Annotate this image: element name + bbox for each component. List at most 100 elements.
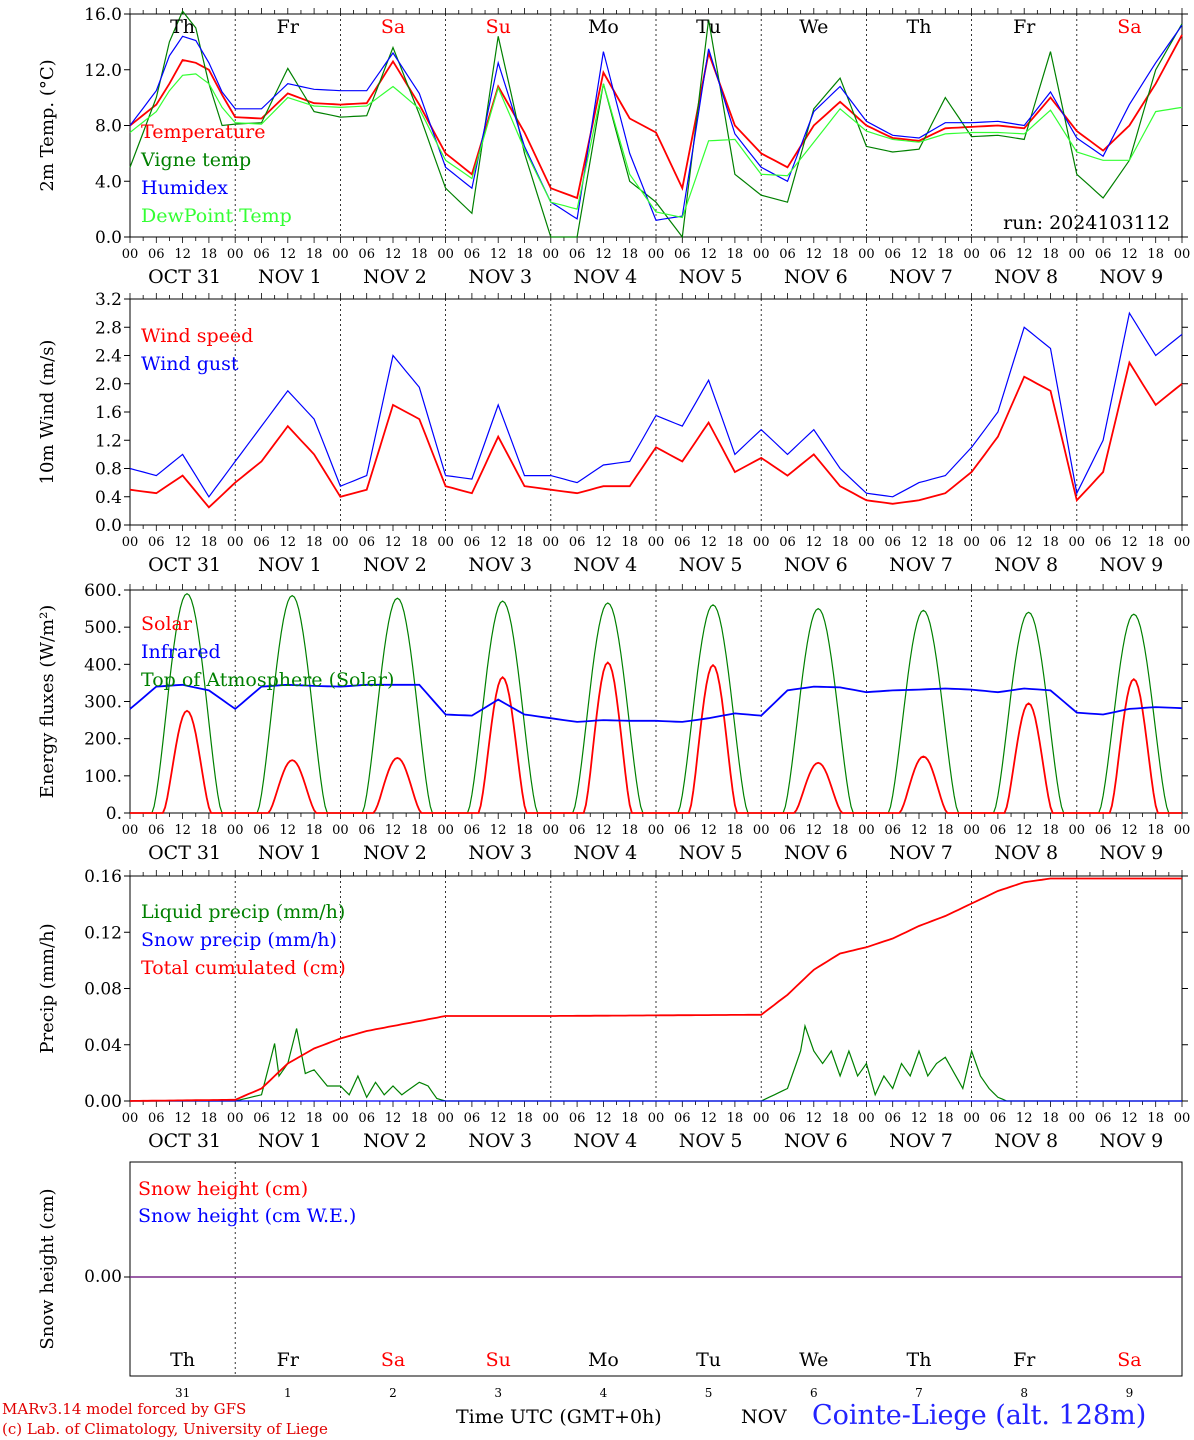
- series-line-humidex: [129, 24, 1183, 221]
- time-axis-label: Time UTC (GMT+0h): [456, 1406, 662, 1428]
- date-label: NOV 5: [679, 1130, 743, 1152]
- y-tick-label: 4.0: [95, 172, 122, 192]
- day-name-bottom: We: [799, 1349, 828, 1371]
- hour-tick-label: 12: [490, 535, 507, 550]
- hour-tick-label: 00: [963, 1111, 980, 1126]
- day-number: 9: [1126, 1386, 1134, 1400]
- y-tick-label: 300.: [84, 693, 122, 713]
- y-tick-label: 600.: [84, 581, 122, 601]
- hour-tick-label: 00: [227, 1111, 244, 1126]
- day-name-top: Fr: [1013, 16, 1036, 38]
- date-label: NOV 8: [994, 266, 1058, 288]
- day-number: 8: [1020, 1386, 1028, 1400]
- hour-tick-label: 06: [779, 535, 796, 550]
- hour-tick-label: 00: [332, 535, 349, 550]
- y-tick-label: 500.: [84, 618, 122, 638]
- day-name-bottom: Fr: [277, 1349, 300, 1371]
- hour-tick-label: 06: [148, 823, 165, 838]
- hour-tick-label: 18: [516, 247, 533, 262]
- hour-tick-label: 00: [1174, 1111, 1191, 1126]
- legend-entry: Humidex: [141, 177, 228, 199]
- legend-entry: Snow precip (mm/h): [141, 929, 337, 951]
- hour-tick-label: 12: [385, 823, 402, 838]
- date-label: NOV 3: [468, 1130, 532, 1152]
- day-name-bottom: Su: [486, 1349, 511, 1371]
- hour-tick-label: 06: [884, 247, 901, 262]
- date-label: NOV 8: [994, 842, 1058, 864]
- hour-tick-label: 06: [569, 823, 586, 838]
- hour-tick-label: 00: [1069, 535, 1086, 550]
- hour-tick-label: 18: [411, 823, 428, 838]
- hour-tick-label: 06: [253, 823, 270, 838]
- day-name-bottom: Sa: [381, 1349, 405, 1371]
- hour-tick-label: 12: [1121, 535, 1138, 550]
- hour-tick-label: 00: [858, 1111, 875, 1126]
- day-number: 6: [810, 1386, 818, 1400]
- hour-tick-label: 06: [569, 1111, 586, 1126]
- hour-tick-label: 06: [358, 535, 375, 550]
- date-label: NOV 5: [679, 842, 743, 864]
- y-tick-label: 8.0: [95, 117, 122, 137]
- hour-tick-label: 12: [911, 535, 928, 550]
- y-tick-label: 3.2: [95, 290, 122, 310]
- hour-tick-label: 00: [437, 1111, 454, 1126]
- y-tick-label: 200.: [84, 730, 122, 750]
- hour-tick-label: 18: [937, 535, 954, 550]
- series-line-wind-gust: [129, 311, 1183, 498]
- legend-entry: Snow height (cm W.E.): [138, 1205, 356, 1227]
- legend-entry: Wind gust: [141, 353, 239, 375]
- hour-tick-label: 06: [990, 535, 1007, 550]
- day-number: 4: [600, 1386, 608, 1400]
- hour-tick-label: 18: [727, 823, 744, 838]
- y-tick-label: 0.12: [84, 923, 122, 943]
- series-line-temperature: [129, 34, 1183, 200]
- hour-tick-label: 06: [464, 535, 481, 550]
- hour-tick-label: 12: [490, 823, 507, 838]
- hour-tick-label: 12: [280, 1111, 297, 1126]
- hour-tick-label: 12: [806, 1111, 823, 1126]
- series-line-solar: [130, 661, 1182, 814]
- hour-tick-label: 06: [569, 247, 586, 262]
- date-label: OCT 31: [148, 842, 221, 864]
- hour-tick-label: 06: [779, 823, 796, 838]
- hour-tick-label: 18: [832, 535, 849, 550]
- hour-tick-label: 00: [648, 247, 665, 262]
- date-label: NOV 9: [1100, 1130, 1164, 1152]
- hour-tick-label: 06: [464, 1111, 481, 1126]
- hour-tick-label: 12: [385, 247, 402, 262]
- hour-tick-label: 18: [1042, 823, 1059, 838]
- y-tick-label: 0.0: [95, 516, 122, 536]
- hour-tick-label: 12: [595, 535, 612, 550]
- date-label: NOV 1: [258, 554, 322, 576]
- hour-tick-label: 00: [753, 535, 770, 550]
- y-tick-label: 0.00: [84, 1267, 122, 1287]
- date-label: NOV 1: [258, 1130, 322, 1152]
- hour-tick-label: 00: [437, 535, 454, 550]
- day-number: 5: [705, 1386, 713, 1400]
- hour-tick-label: 12: [911, 247, 928, 262]
- legend-entry: Temperature: [141, 121, 265, 143]
- hour-tick-label: 00: [543, 823, 560, 838]
- date-label: NOV 3: [468, 266, 532, 288]
- y-tick-label: 0.08: [84, 980, 122, 1000]
- hour-tick-label: 18: [201, 535, 218, 550]
- panel-frame: [129, 298, 1183, 526]
- hour-tick-label: 18: [832, 247, 849, 262]
- day-number: 31: [175, 1386, 190, 1400]
- y-tick-label: 0.4: [95, 488, 122, 508]
- day-name-top: Mo: [588, 16, 619, 38]
- hour-tick-label: 12: [700, 535, 717, 550]
- hour-tick-label: 12: [595, 1111, 612, 1126]
- hour-tick-label: 18: [516, 1111, 533, 1126]
- hour-tick-label: 06: [1095, 535, 1112, 550]
- hour-tick-label: 00: [963, 535, 980, 550]
- date-label: NOV 4: [574, 842, 638, 864]
- hour-tick-label: 06: [884, 1111, 901, 1126]
- date-label: NOV 8: [994, 1130, 1058, 1152]
- day-number: 1: [284, 1386, 292, 1400]
- hour-tick-label: 18: [727, 535, 744, 550]
- hour-tick-label: 18: [516, 823, 533, 838]
- hour-tick-label: 12: [490, 1111, 507, 1126]
- lab-credit: (c) Lab. of Climatology, University of L…: [2, 1420, 328, 1438]
